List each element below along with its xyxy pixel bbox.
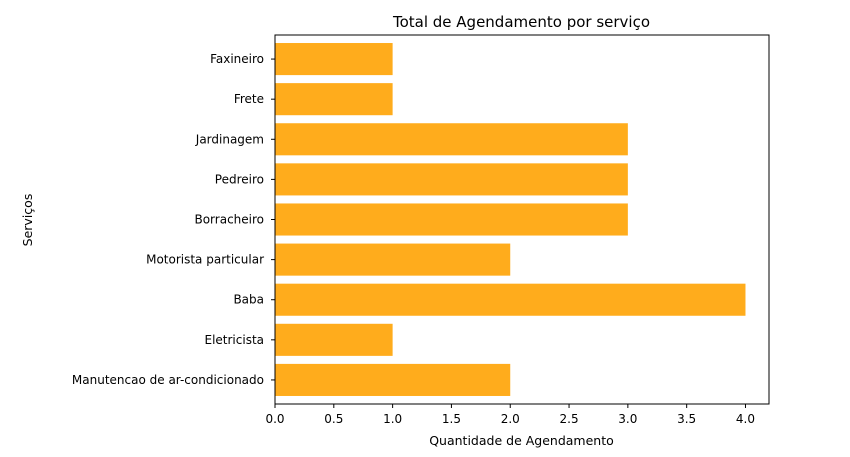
bar-manutencao-de-ar-condicionado: [275, 363, 511, 396]
y-tick-label: Motorista particular: [146, 253, 264, 267]
y-axis-ticks: Manutencao de ar-condicionado Eletricista…: [72, 52, 275, 387]
x-axis-label: Quantidade de Agendamento: [429, 433, 614, 448]
y-tick-label: Frete: [234, 92, 264, 106]
y-axis-label: Serviços: [20, 194, 35, 247]
chart-title: Total de Agendamento por serviço: [392, 13, 650, 31]
bar-baba: [275, 283, 746, 316]
y-tick-label: Borracheiro: [194, 213, 264, 227]
y-tick-label: Pedreiro: [215, 172, 264, 186]
y-tick-label: Faxineiro: [210, 52, 264, 66]
x-tick-label: 0.5: [324, 412, 343, 426]
x-tick-label: 3.5: [677, 412, 696, 426]
bar-motorista-particular: [275, 243, 511, 276]
x-axis-ticks: 0.0 0.5 1.0 1.5 2.0 2.5 3.0 3.5 4.0: [265, 404, 755, 426]
bar-pedreiro: [275, 163, 628, 196]
y-tick-label: Jardinagem: [195, 132, 264, 146]
x-tick-label: 0.0: [265, 412, 284, 426]
x-tick-label: 3.0: [618, 412, 637, 426]
x-tick-label: 1.0: [383, 412, 402, 426]
y-tick-label: Manutencao de ar-condicionado: [72, 373, 264, 387]
bar-faxineiro: [275, 43, 393, 76]
bar-borracheiro: [275, 203, 628, 236]
x-tick-label: 4.0: [736, 412, 755, 426]
y-tick-label: Eletricista: [204, 333, 264, 347]
x-tick-label: 1.5: [442, 412, 461, 426]
x-tick-label: 2.5: [560, 412, 579, 426]
bar-eletricista: [275, 323, 393, 356]
x-tick-label: 2.0: [501, 412, 520, 426]
bar-frete: [275, 83, 393, 116]
bars-layer: [275, 43, 746, 396]
bar-jardinagem: [275, 123, 628, 156]
y-tick-label: Baba: [233, 293, 264, 307]
